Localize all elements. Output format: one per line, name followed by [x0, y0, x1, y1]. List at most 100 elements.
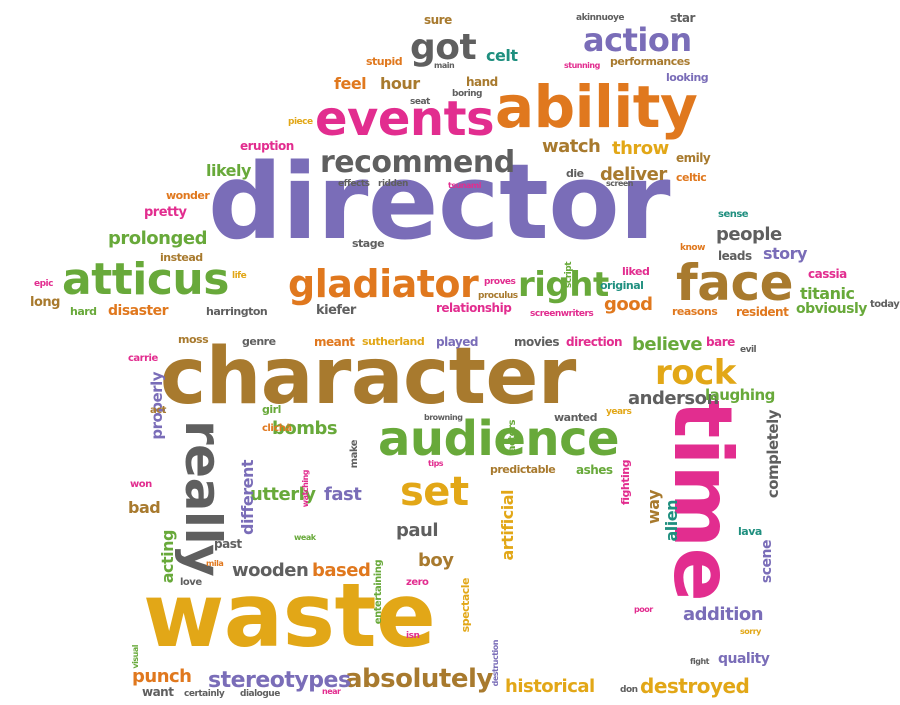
word: people: [716, 224, 782, 245]
word: certainly: [184, 689, 225, 699]
word: wonder: [166, 189, 210, 202]
word: eruption: [240, 139, 294, 153]
word: cassia: [808, 267, 847, 281]
word: evil: [740, 345, 757, 355]
word: weak: [294, 533, 316, 542]
word: kiefer: [316, 303, 356, 318]
word: completely: [764, 410, 782, 499]
word: tips: [428, 459, 444, 468]
word: tsunami: [448, 181, 481, 190]
word: sure: [424, 13, 452, 27]
word: piece: [288, 117, 313, 127]
word: rock: [655, 353, 736, 393]
word: way: [644, 490, 663, 525]
word: ashes: [576, 463, 613, 477]
word: laughing: [705, 386, 775, 404]
word: want: [142, 685, 174, 699]
word: acting: [158, 530, 177, 584]
word: predictable: [490, 463, 556, 476]
word: performances: [610, 55, 690, 68]
word: poor: [634, 605, 653, 614]
word: akinnuoye: [576, 13, 625, 23]
word: bad: [128, 498, 161, 517]
word: hour: [380, 74, 420, 93]
word: got: [410, 27, 477, 68]
word: resident: [736, 305, 789, 319]
word: wanted: [554, 411, 598, 424]
word: hard: [70, 305, 97, 318]
word: character: [160, 332, 576, 422]
word: destroyed: [640, 674, 750, 698]
word: lava: [738, 525, 762, 538]
word: long: [30, 295, 60, 310]
word: story: [763, 244, 807, 263]
word: direction: [566, 335, 623, 349]
word: stupid: [366, 55, 403, 68]
word: set: [400, 469, 469, 515]
word: emily: [676, 151, 711, 165]
word: sorry: [740, 627, 761, 636]
word: effects: [338, 179, 370, 189]
word: waste: [143, 564, 436, 667]
word: fighting: [619, 460, 632, 505]
word: utterly: [250, 484, 316, 505]
word: punch: [132, 666, 192, 687]
word: harrington: [206, 305, 268, 318]
word: past: [214, 537, 242, 551]
word: throw: [612, 138, 669, 159]
word: sense: [718, 209, 749, 220]
word: movies: [514, 335, 559, 349]
word: celt: [486, 46, 518, 65]
word: addition: [683, 604, 764, 625]
word: recommend: [320, 145, 515, 180]
word: fight: [690, 657, 709, 666]
word: near: [322, 687, 341, 696]
word: anderson: [628, 388, 719, 409]
word: don: [620, 685, 638, 695]
word: epic: [34, 279, 53, 289]
word: screen: [606, 179, 634, 188]
word: audience: [378, 411, 620, 467]
word: won: [130, 479, 152, 490]
word: artificial: [498, 490, 517, 561]
word: titanic: [800, 284, 855, 303]
word: today: [870, 299, 900, 310]
word: dialogue: [240, 689, 280, 699]
word: genre: [242, 335, 276, 348]
word: stage: [352, 237, 385, 250]
word: proves: [484, 277, 516, 287]
word: star: [670, 11, 695, 25]
word: really: [174, 420, 232, 577]
word: reasons: [672, 305, 718, 318]
word: destruction: [491, 640, 500, 687]
word: clichã: [262, 423, 292, 434]
word: deliver: [600, 164, 667, 185]
word: boring: [452, 89, 483, 99]
word: script: [564, 262, 574, 288]
word: act: [150, 405, 166, 416]
word: original: [600, 279, 644, 292]
word: die: [566, 167, 584, 180]
word: based: [312, 560, 371, 581]
word: boy: [418, 550, 454, 571]
word: bare: [706, 335, 735, 349]
word: relationship: [436, 301, 512, 315]
word: know: [680, 243, 705, 253]
word: likely: [206, 161, 251, 180]
word: quality: [718, 651, 770, 667]
word: ridden: [378, 179, 408, 189]
word: scene: [759, 540, 775, 584]
word: meant: [314, 335, 355, 349]
word: entertaining: [373, 560, 384, 625]
word: carrie: [128, 353, 158, 364]
word: historical: [505, 676, 595, 697]
word: stunning: [564, 61, 600, 70]
word: celtic: [676, 171, 707, 184]
word: prolonged: [108, 228, 207, 249]
word: seat: [410, 97, 430, 107]
word: hand: [466, 75, 498, 89]
word: moss: [178, 333, 209, 346]
word: love: [180, 577, 202, 588]
word: visual: [131, 645, 140, 669]
